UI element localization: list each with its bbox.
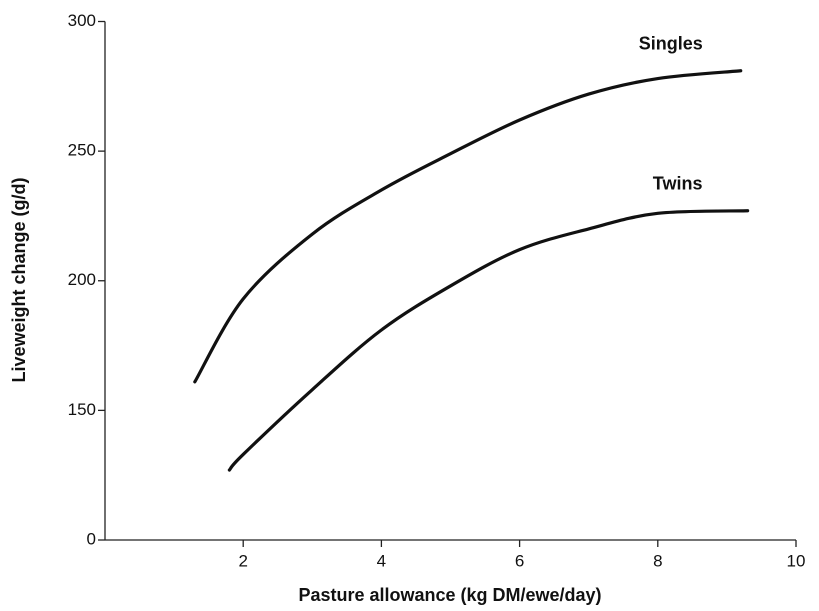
y-tick-label: 0 <box>87 529 96 548</box>
line <box>193 69 743 384</box>
y-tick-label: 250 <box>68 141 96 160</box>
y-tick-label: 200 <box>68 270 96 289</box>
x-tick-label: 10 <box>787 551 806 570</box>
x-axis-label: Pasture allowance (kg DM/ewe/day) <box>298 585 601 605</box>
y-tick-label: 300 <box>68 11 96 30</box>
y-tick-label: 150 <box>68 400 96 419</box>
y-axis-label: Liveweight change (g/d) <box>9 177 29 382</box>
x-tick-label: 8 <box>653 551 662 570</box>
x-tick-label: 6 <box>515 551 524 570</box>
series-label: Twins <box>653 174 703 194</box>
x-tick-label: 4 <box>377 551 386 570</box>
line <box>227 209 750 472</box>
x-tick-label: 2 <box>238 551 247 570</box>
series-label: Singles <box>639 34 703 54</box>
